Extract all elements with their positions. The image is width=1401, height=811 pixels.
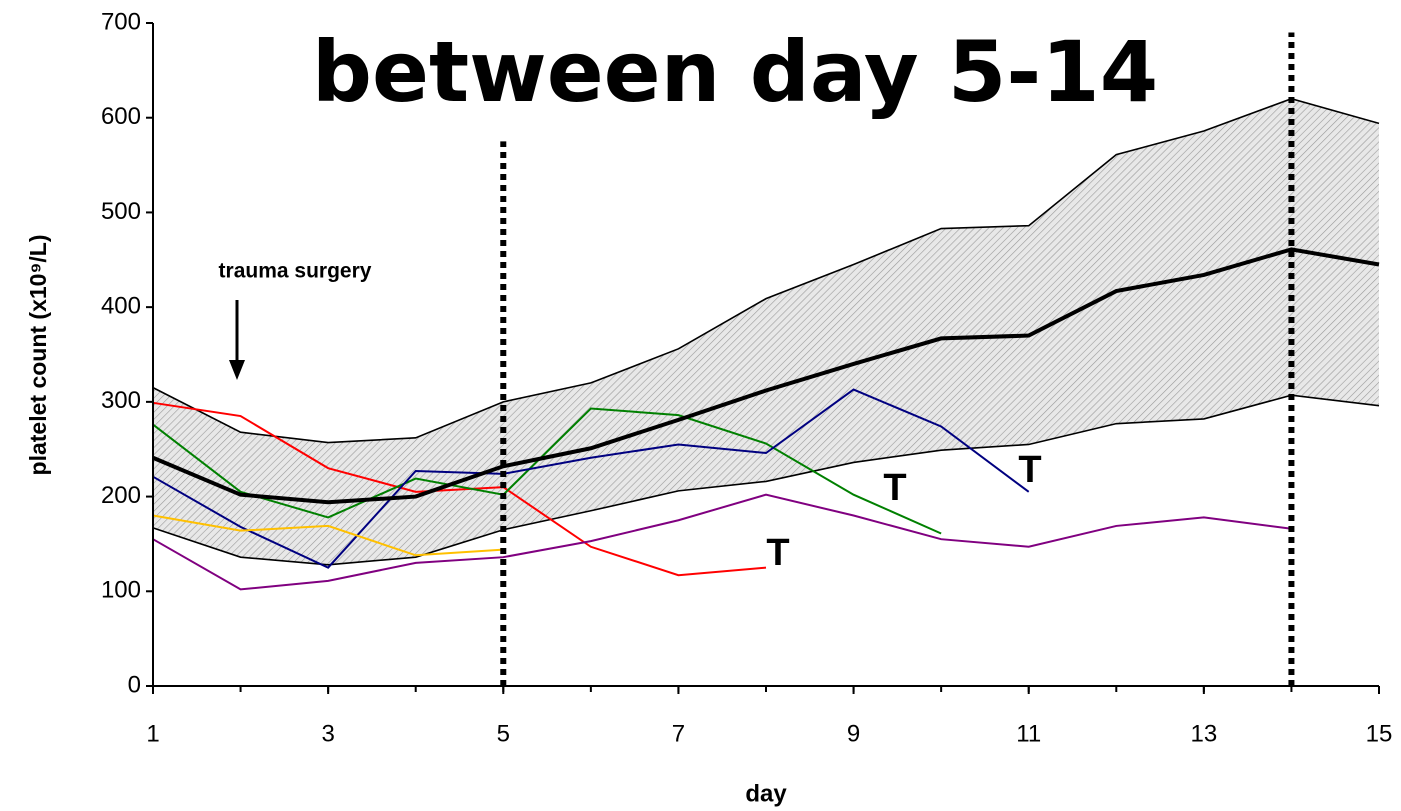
y-tick-label: 500 bbox=[101, 198, 141, 225]
y-tick-label: 100 bbox=[101, 577, 141, 604]
series-line bbox=[152, 407, 942, 535]
x-axis-label: day bbox=[745, 780, 787, 807]
y-tick-label: 200 bbox=[101, 482, 141, 509]
x-tick-label: 9 bbox=[847, 720, 860, 747]
y-tick-label: 300 bbox=[101, 387, 141, 414]
series-line bbox=[152, 493, 1292, 591]
band-area bbox=[153, 98, 1379, 565]
arrow-head bbox=[229, 360, 245, 380]
mean-line bbox=[152, 247, 1380, 505]
series-line bbox=[152, 388, 1030, 569]
y-tick-label: 400 bbox=[101, 292, 141, 319]
series-line bbox=[152, 514, 504, 557]
x-tick-label: 1 bbox=[146, 720, 159, 747]
y-tick-label: 0 bbox=[128, 671, 141, 698]
y-tick-label: 600 bbox=[101, 103, 141, 130]
y-tick-label: 700 bbox=[101, 8, 141, 35]
y-axis-label: platelet count (x10⁹/L) bbox=[25, 235, 51, 476]
x-tick-label: 7 bbox=[672, 720, 685, 747]
x-tick-label: 3 bbox=[321, 720, 334, 747]
title: between day 5-14 bbox=[312, 23, 1158, 121]
x-tick-label: 11 bbox=[1016, 720, 1041, 747]
series-line bbox=[152, 401, 767, 577]
x-tick-label: 13 bbox=[1191, 720, 1218, 747]
band-lower bbox=[152, 394, 1380, 566]
annotation: trauma surgery bbox=[219, 260, 372, 283]
x-tick-label: 15 bbox=[1366, 720, 1393, 747]
t-label: T bbox=[883, 467, 906, 509]
t-label: T bbox=[766, 532, 789, 574]
t-label: T bbox=[1018, 449, 1041, 491]
x-tick-label: 5 bbox=[497, 720, 510, 747]
band-upper bbox=[152, 97, 1380, 444]
